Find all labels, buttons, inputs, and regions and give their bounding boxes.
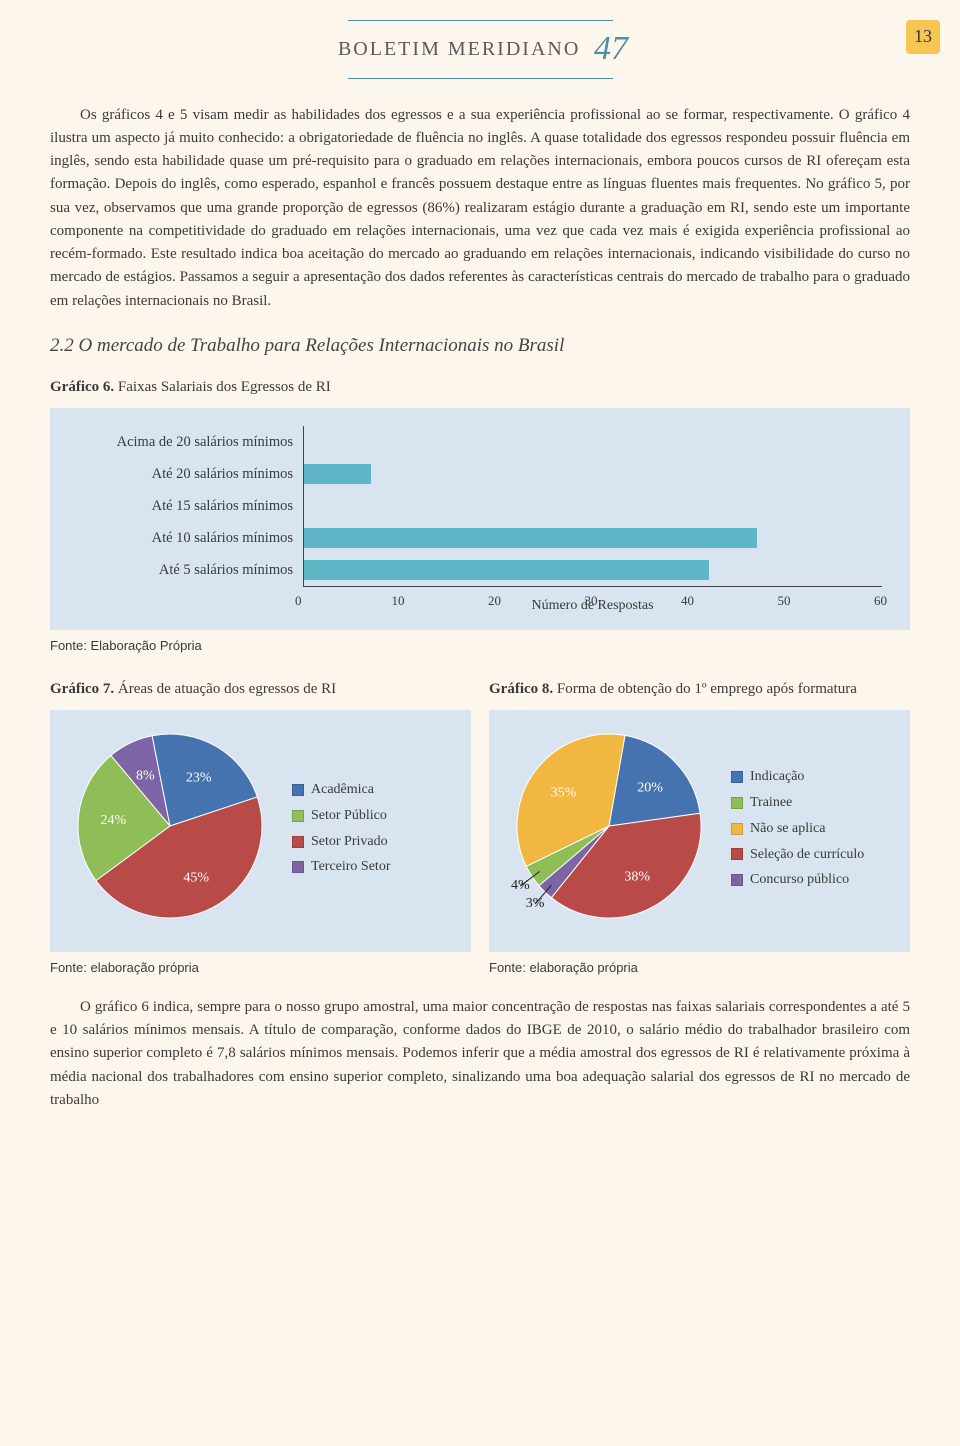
legend-swatch xyxy=(292,861,304,873)
pie-slice-label: 24% xyxy=(101,813,127,828)
chart6-panel: Acima de 20 salários mínimosAté 20 salár… xyxy=(50,408,910,631)
chart6-bar-row xyxy=(304,522,882,554)
paragraph-1: Os gráficos 4 e 5 visam medir as habilid… xyxy=(50,104,910,313)
masthead-issue: 47 xyxy=(594,30,628,67)
chart7-legend: Acadêmica Setor Público Setor Privado Terce… xyxy=(292,775,390,882)
chart6-bar xyxy=(304,560,709,580)
chart8-pie: 20% 38% 3% 4% 35% xyxy=(501,724,721,934)
chart6-bar-row xyxy=(304,554,882,586)
chart6-hbar: Acima de 20 salários mínimosAté 20 salár… xyxy=(78,426,882,617)
page-number-badge: 13 xyxy=(906,20,940,54)
chart8-column: Gráfico 8. Forma de obtenção do 1º empre… xyxy=(489,668,910,977)
legend-label: Concurso público xyxy=(750,869,849,891)
masthead: BOLETIM MERIDIANO 47 13 xyxy=(50,20,910,79)
legend-label: Terceiro Setor xyxy=(311,856,390,878)
legend-swatch xyxy=(731,874,743,886)
chart7-panel: 8% 23% 45% 24% Acadêmica Setor Público Setor … xyxy=(50,710,471,952)
chart8-panel: 20% 38% 3% 4% 35% Indicação Trainee Não se apl… xyxy=(489,710,910,952)
legend-item: Terceiro Setor xyxy=(292,856,390,878)
legend-item: Setor Público xyxy=(292,805,390,827)
chart8-source: Fonte: elaboração própria xyxy=(489,958,910,978)
pie-slice-label: 8% xyxy=(136,768,155,783)
masthead-rule-bottom xyxy=(348,78,613,79)
legend-label: Setor Público xyxy=(311,805,387,827)
chart7-caption-rest: Áreas de atuação dos egressos de RI xyxy=(114,681,336,697)
chart6-plot xyxy=(303,426,882,587)
masthead-title: BOLETIM MERIDIANO xyxy=(332,34,586,65)
legend-label: Indicação xyxy=(750,766,804,788)
chart6-caption-bold: Gráfico 6. xyxy=(50,379,114,395)
chart7-pie: 8% 23% 45% 24% xyxy=(62,724,282,934)
paragraph-2: O gráfico 6 indica, sempre para o nosso … xyxy=(50,996,910,1112)
chart6-ylabel: Até 15 salários mínimos xyxy=(78,490,303,522)
legend-label: Seleção de currículo xyxy=(750,844,864,866)
pie-slice-label: 38% xyxy=(624,869,650,884)
legend-item: Seleção de currículo xyxy=(731,844,864,866)
chart6-ylabel: Acima de 20 salários mínimos xyxy=(78,426,303,458)
legend-swatch xyxy=(292,784,304,796)
pie-slice-label: 23% xyxy=(186,770,212,785)
legend-swatch xyxy=(292,810,304,822)
legend-label: Acadêmica xyxy=(311,779,374,801)
pie-slice-label: 45% xyxy=(183,870,209,885)
chart6-bar-row xyxy=(304,426,882,458)
chart6-caption: Gráfico 6. Faixas Salariais dos Egressos… xyxy=(50,376,910,399)
legend-swatch xyxy=(731,823,743,835)
chart6-bar-row xyxy=(304,458,882,490)
chart6-ylabel: Até 20 salários mínimos xyxy=(78,458,303,490)
legend-label: Setor Privado xyxy=(311,831,388,853)
legend-swatch xyxy=(731,797,743,809)
chart6-source: Fonte: Elaboração Própria xyxy=(50,636,910,656)
pie-slice-label: 3% xyxy=(526,896,545,911)
chart6-ylabel: Até 10 salários mínimos xyxy=(78,522,303,554)
chart6-bar xyxy=(304,464,371,484)
chart6-ylabel: Até 5 salários mínimos xyxy=(78,554,303,586)
chart6-xticks: 0102030405060 xyxy=(303,587,882,591)
legend-swatch xyxy=(731,771,743,783)
chart7-source: Fonte: elaboração própria xyxy=(50,958,471,978)
chart6-bar xyxy=(304,528,757,548)
legend-item: Trainee xyxy=(731,792,864,814)
legend-item: Concurso público xyxy=(731,869,864,891)
legend-item: Não se aplica xyxy=(731,818,864,840)
legend-label: Não se aplica xyxy=(750,818,825,840)
pie-slice-label: 20% xyxy=(637,780,663,795)
chart8-caption-bold: Gráfico 8. xyxy=(489,681,553,697)
pie-slice-label: 35% xyxy=(551,785,577,800)
page-number: 13 xyxy=(914,23,932,51)
chart7-column: Gráfico 7. Áreas de atuação dos egressos… xyxy=(50,668,471,977)
chart7-caption-bold: Gráfico 7. xyxy=(50,681,114,697)
masthead-rule-top xyxy=(348,20,613,21)
legend-item: Acadêmica xyxy=(292,779,390,801)
legend-item: Setor Privado xyxy=(292,831,390,853)
chart6-ylabels: Acima de 20 salários mínimosAté 20 salár… xyxy=(78,426,303,617)
chart8-caption-rest: Forma de obtenção do 1º emprego após for… xyxy=(553,681,857,697)
chart8-caption: Gráfico 8. Forma de obtenção do 1º empre… xyxy=(489,678,910,701)
pie-slice-label: 4% xyxy=(511,878,530,893)
chart7-caption: Gráfico 7. Áreas de atuação dos egressos… xyxy=(50,678,471,701)
chart6-bar-row xyxy=(304,490,882,522)
legend-label: Trainee xyxy=(750,792,792,814)
section-heading: 2.2 O mercado de Trabalho para Relações … xyxy=(50,331,910,360)
chart8-legend: Indicação Trainee Não se aplica Seleção de … xyxy=(731,762,864,894)
legend-swatch xyxy=(731,848,743,860)
chart6-caption-rest: Faixas Salariais dos Egressos de RI xyxy=(114,379,331,395)
legend-swatch xyxy=(292,836,304,848)
legend-item: Indicação xyxy=(731,766,864,788)
pie-row: Gráfico 7. Áreas de atuação dos egressos… xyxy=(50,668,910,977)
